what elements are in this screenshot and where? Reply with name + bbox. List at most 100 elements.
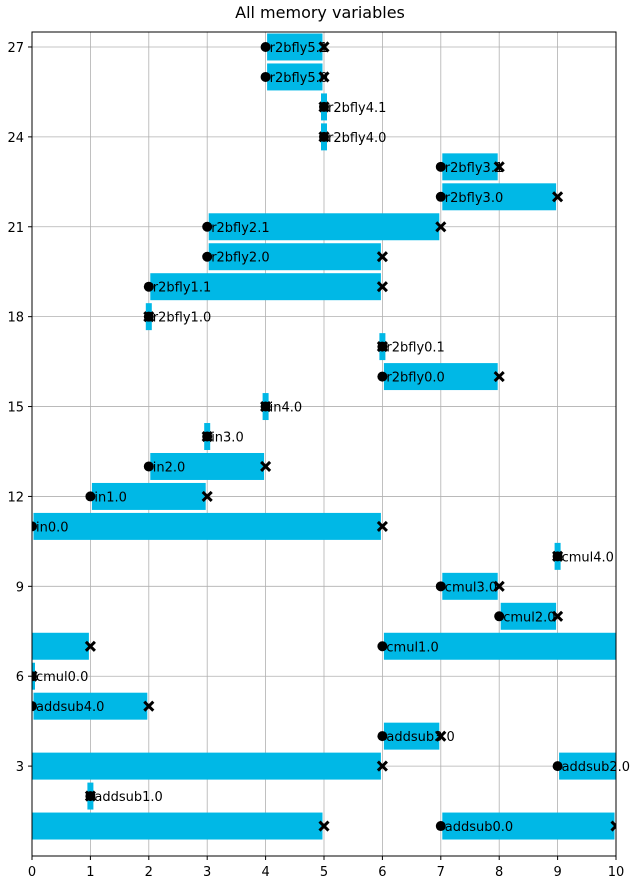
end-marker bbox=[260, 460, 272, 473]
y-tick-label: 9 bbox=[16, 580, 24, 595]
end-marker bbox=[32, 670, 38, 682]
bar-addsub2.0 bbox=[559, 752, 616, 780]
start-marker bbox=[260, 71, 271, 82]
variable-label: r2bfly3.0 bbox=[445, 191, 503, 206]
y-tick-label: 24 bbox=[7, 131, 24, 146]
variable-label: r2bfly2.0 bbox=[211, 251, 269, 266]
end-marker bbox=[84, 790, 96, 802]
x-tick-label: 10 bbox=[608, 865, 625, 880]
variable-label: cmul3.0 bbox=[445, 580, 497, 595]
variable-label: addsub3.0 bbox=[386, 730, 454, 745]
x-tick-label: 7 bbox=[437, 865, 445, 880]
variable-label: in0.0 bbox=[36, 520, 69, 535]
variable-label: r2bfly2.1 bbox=[211, 221, 269, 236]
end-marker bbox=[552, 191, 564, 203]
x-tick-label: 0 bbox=[28, 865, 36, 880]
start-marker bbox=[494, 611, 505, 622]
bar-segment-21 bbox=[32, 632, 89, 660]
end-marker bbox=[201, 430, 213, 443]
variable-label: r2bfly5.1 bbox=[270, 41, 328, 56]
start-marker bbox=[202, 251, 213, 262]
bar-addsub4.0 bbox=[33, 692, 148, 720]
bar-r2bfly2.0 bbox=[208, 243, 381, 271]
start-marker bbox=[202, 221, 213, 232]
start-marker bbox=[32, 521, 37, 532]
end-marker bbox=[143, 311, 155, 323]
y-tick-label: 12 bbox=[7, 490, 24, 505]
bar-cmul2.0 bbox=[500, 602, 557, 630]
variable-label: in4.0 bbox=[270, 401, 303, 416]
end-marker bbox=[435, 221, 447, 233]
variable-bars bbox=[32, 33, 616, 840]
start-marker bbox=[435, 821, 446, 832]
variable-label: r2bfly5.0 bbox=[270, 71, 328, 86]
start-marker bbox=[435, 161, 446, 172]
x-tick-label: 5 bbox=[320, 865, 328, 880]
grid-lines bbox=[31, 32, 617, 856]
bar-addsub3.0 bbox=[383, 722, 440, 750]
variable-label: addsub2.0 bbox=[562, 760, 630, 775]
end-marker bbox=[493, 161, 505, 173]
bar-in1.0 bbox=[91, 482, 206, 510]
y-tick-label: 27 bbox=[7, 41, 24, 56]
end-marker bbox=[84, 640, 96, 652]
variable-label: r2bfly0.1 bbox=[386, 341, 444, 356]
bar-in0.0 bbox=[33, 512, 381, 540]
end-marker bbox=[552, 610, 564, 622]
start-marker bbox=[377, 371, 388, 382]
end-marker bbox=[376, 760, 388, 772]
x-tick-label: 1 bbox=[86, 865, 94, 880]
variable-label: r2bfly1.1 bbox=[153, 281, 211, 296]
y-tick-label: 6 bbox=[16, 670, 24, 685]
end-marker bbox=[260, 400, 272, 413]
start-marker bbox=[435, 581, 446, 592]
variable-label: r2bfly3.1 bbox=[445, 161, 503, 176]
variable-label: r2bfly1.0 bbox=[153, 311, 211, 326]
bar-r2bfly0.0 bbox=[383, 363, 498, 391]
x-tick-label: 4 bbox=[261, 865, 269, 880]
start-marker bbox=[552, 761, 563, 772]
start-marker bbox=[377, 641, 388, 652]
end-marker bbox=[493, 580, 505, 592]
bar-r2bfly1.1 bbox=[150, 273, 381, 301]
x-tick-label: 6 bbox=[378, 865, 386, 880]
start-marker bbox=[435, 191, 446, 202]
bar-addsub0.0 bbox=[442, 812, 615, 840]
variable-label: addsub0.0 bbox=[445, 820, 513, 835]
end-marker bbox=[610, 820, 616, 832]
variable-label: r2bfly0.0 bbox=[386, 371, 444, 386]
x-tick-label: 9 bbox=[553, 865, 561, 880]
variable-label: in1.0 bbox=[94, 490, 127, 505]
end-marker bbox=[318, 820, 330, 832]
end-marker bbox=[376, 281, 388, 293]
start-marker bbox=[32, 701, 37, 712]
variable-label: in3.0 bbox=[211, 431, 244, 446]
variable-label: addsub1.0 bbox=[94, 790, 162, 805]
start-marker bbox=[377, 731, 388, 742]
y-tick-label: 3 bbox=[16, 760, 24, 775]
y-tick-label: 21 bbox=[7, 221, 24, 236]
y-tick-label: 15 bbox=[7, 401, 24, 416]
chart-title: All memory variables bbox=[235, 3, 405, 22]
bar-r2bfly3.0 bbox=[442, 183, 557, 211]
end-marker bbox=[318, 131, 330, 143]
bar-segment-26 bbox=[32, 752, 381, 780]
end-marker bbox=[493, 371, 505, 383]
x-tick-label: 2 bbox=[145, 865, 153, 880]
start-marker bbox=[143, 281, 154, 292]
end-marker bbox=[201, 490, 213, 502]
end-marker bbox=[376, 520, 388, 532]
variable-label: cmul4.0 bbox=[562, 550, 614, 565]
variable-label: r2bfly4.1 bbox=[328, 101, 386, 116]
end-marker bbox=[376, 251, 388, 263]
end-marker bbox=[318, 41, 330, 53]
x-tick-label: 8 bbox=[495, 865, 503, 880]
bar-segment-29 bbox=[32, 812, 323, 840]
lifetime-markers bbox=[32, 41, 616, 832]
variable-label: in2.0 bbox=[153, 460, 186, 475]
start-marker bbox=[143, 461, 154, 472]
start-marker bbox=[85, 491, 96, 502]
